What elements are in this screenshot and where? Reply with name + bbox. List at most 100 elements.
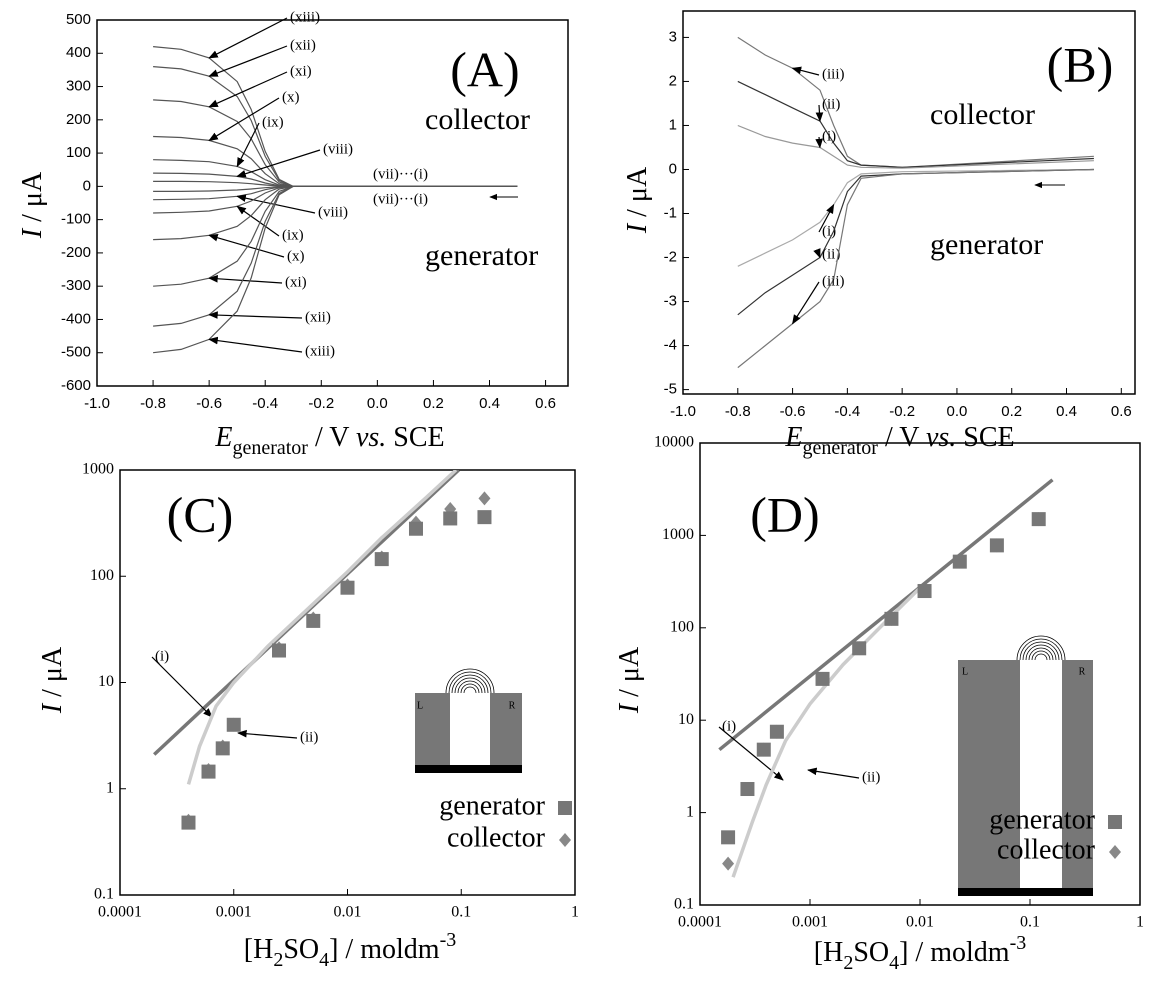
axis-label-part: [H bbox=[244, 934, 274, 965]
x-tick-label: -0.2 bbox=[308, 395, 334, 412]
curve-label: (iii) bbox=[822, 66, 845, 82]
y-tick-label: 1 bbox=[669, 116, 677, 133]
axis-label-part: / μA bbox=[622, 166, 653, 224]
label-arrow bbox=[815, 104, 824, 123]
x-tick-label: 0.0 bbox=[367, 395, 388, 412]
inset-arc bbox=[1025, 644, 1057, 661]
label-arrow bbox=[208, 233, 285, 258]
series-line bbox=[153, 185, 518, 241]
curve-label: (viii) bbox=[318, 204, 348, 220]
point bbox=[226, 717, 241, 732]
y-tick-label: -400 bbox=[61, 310, 91, 327]
legend-label: collector bbox=[447, 822, 546, 853]
inset-arc bbox=[457, 680, 483, 694]
panel-letter: (B) bbox=[1047, 36, 1114, 92]
inset-gap bbox=[450, 693, 490, 765]
curve-label: (iii) bbox=[822, 273, 845, 289]
axis-label-part: ] / moldm bbox=[329, 934, 440, 965]
y-tick-label: 2 bbox=[669, 72, 677, 89]
legend-label: generator bbox=[989, 804, 1095, 835]
axis-label-part: 2 bbox=[273, 949, 283, 971]
x-tick-label: 0.1 bbox=[451, 904, 471, 921]
inset-arc bbox=[451, 674, 489, 694]
annotation: collector bbox=[930, 98, 1035, 131]
point bbox=[756, 742, 771, 757]
legend-label: generator bbox=[439, 790, 545, 821]
curve-label: (vii)···(i) bbox=[373, 166, 428, 182]
series-line bbox=[153, 180, 518, 187]
inset-arc bbox=[1028, 647, 1054, 661]
x-axis-label: Egenerator / V vs. SCE bbox=[784, 422, 1014, 458]
y-tick-label: 10000 bbox=[654, 434, 694, 451]
inset-arc bbox=[1031, 650, 1051, 661]
axis-label-part: SCE bbox=[386, 422, 444, 453]
label-arrow bbox=[807, 767, 860, 779]
label-arrow bbox=[151, 656, 213, 718]
x-axis-label: [H2SO4] / moldm-3 bbox=[814, 932, 1026, 974]
curve-label: (xii) bbox=[290, 37, 316, 53]
y-tick-label: -1 bbox=[664, 204, 677, 221]
curve-label: (xii) bbox=[305, 309, 331, 325]
point bbox=[181, 815, 196, 830]
y-tick-label: 10 bbox=[678, 711, 694, 728]
x-axis-label: [H2SO4] / moldm-3 bbox=[244, 929, 456, 971]
axis-label-part: / μA bbox=[37, 646, 68, 704]
legend-swatch bbox=[559, 833, 571, 847]
inset-arc bbox=[454, 677, 486, 694]
x-tick-label: -0.4 bbox=[834, 403, 860, 420]
panel-letter: (C) bbox=[167, 486, 234, 542]
x-tick-label: -1.0 bbox=[84, 395, 110, 412]
inset-label: R bbox=[1079, 666, 1086, 677]
x-tick-label: -0.6 bbox=[780, 403, 806, 420]
axis-label-part: E bbox=[784, 422, 802, 453]
label-arrow bbox=[236, 149, 321, 178]
curve-label: (ii) bbox=[822, 96, 840, 112]
axis-label-part: I bbox=[17, 227, 48, 239]
y-tick-label: 100 bbox=[66, 144, 91, 161]
y-tick-label: -300 bbox=[61, 277, 91, 294]
point bbox=[721, 830, 736, 845]
y-tick-label: 200 bbox=[66, 111, 91, 128]
curve-label: (i) bbox=[822, 223, 836, 239]
label-arrow bbox=[813, 248, 821, 259]
label-arrow bbox=[815, 136, 823, 149]
y-tick-label: 0.1 bbox=[94, 886, 114, 903]
series-line bbox=[153, 185, 518, 201]
legend-label: collector bbox=[997, 834, 1096, 865]
point bbox=[884, 611, 899, 626]
y-tick-label: -500 bbox=[61, 344, 91, 361]
label-arrow bbox=[208, 17, 288, 59]
y-axis-label: I / μA bbox=[37, 646, 68, 714]
series-line bbox=[731, 586, 922, 878]
axis-label-part: I bbox=[37, 702, 68, 714]
axis-label-part: I bbox=[622, 222, 653, 234]
x-tick-label: 0.1 bbox=[1020, 914, 1040, 931]
y-tick-label: 500 bbox=[66, 11, 91, 28]
x-tick-label: -1.0 bbox=[670, 403, 696, 420]
curve-label: (ii) bbox=[862, 769, 880, 785]
axis-label-part: E bbox=[214, 422, 232, 453]
series-line bbox=[186, 470, 458, 785]
curve-label: (x) bbox=[282, 89, 300, 105]
x-tick-label: -0.2 bbox=[889, 403, 915, 420]
inset-arc bbox=[460, 683, 480, 694]
x-tick-label: 0.0001 bbox=[98, 904, 142, 921]
axis-label-part: / μA bbox=[17, 171, 48, 229]
y-tick-label: 100 bbox=[90, 567, 114, 584]
curve-label: (i) bbox=[722, 718, 736, 734]
point bbox=[408, 521, 423, 536]
axis-label-part: 4 bbox=[319, 949, 329, 971]
axis-label-part: / V bbox=[878, 422, 926, 453]
y-tick-label: 0.1 bbox=[674, 896, 694, 913]
x-tick-label: -0.4 bbox=[252, 395, 278, 412]
inset-arc bbox=[1034, 653, 1048, 661]
curve-label: (xi) bbox=[285, 274, 307, 290]
curve-label: (vii)···(i) bbox=[373, 191, 428, 207]
series-line bbox=[153, 185, 518, 354]
label-arrow bbox=[208, 71, 288, 108]
legend-swatch bbox=[558, 801, 572, 815]
curve-label: (viii) bbox=[323, 141, 353, 157]
y-tick-label: 400 bbox=[66, 44, 91, 61]
axis-label-part: 4 bbox=[889, 952, 899, 974]
